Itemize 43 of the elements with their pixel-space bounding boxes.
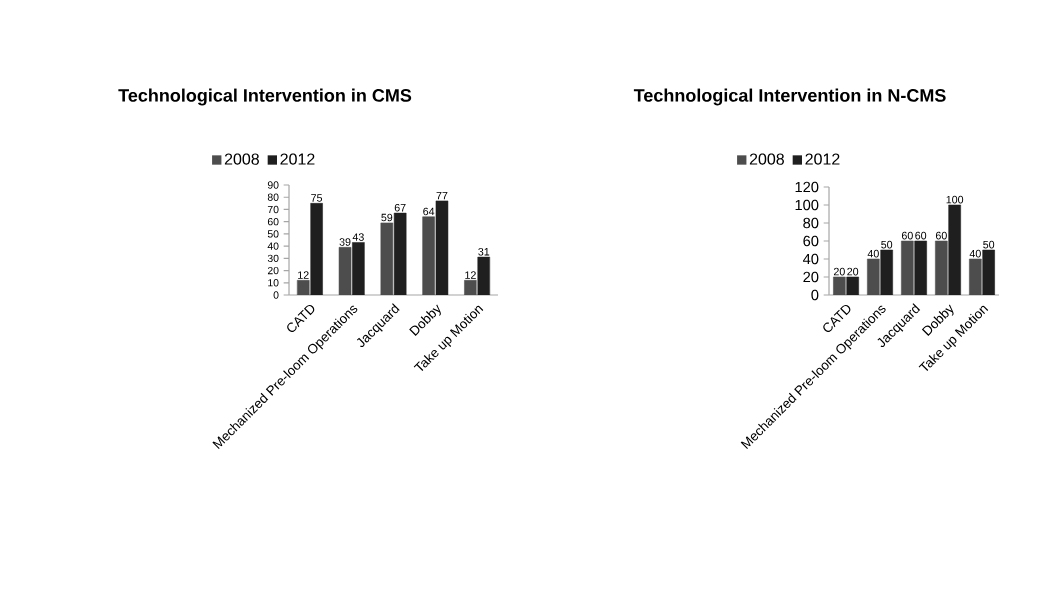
y-tick-label: 40	[267, 242, 279, 250]
y-tick-label: 20	[803, 271, 819, 283]
legend-label: 2008	[749, 153, 784, 165]
legend-label: 2012	[280, 153, 315, 165]
data-label: 59	[381, 213, 393, 222]
y-tick-label: 50	[267, 230, 279, 238]
y-tick-label: 90	[267, 181, 279, 189]
legend-label: 2008	[224, 153, 259, 165]
y-tick-label: 80	[267, 193, 279, 201]
data-label: 60	[935, 231, 947, 240]
data-label: 60	[901, 231, 913, 240]
data-label: 50	[881, 240, 893, 249]
data-label: 31	[478, 247, 490, 256]
y-tick-label: 80	[803, 217, 819, 229]
y-tick-label: 20	[267, 266, 279, 275]
data-label: 75	[311, 194, 323, 202]
chart-title: Technological Intervention in CMS	[118, 88, 412, 106]
y-tick-label: 0	[811, 289, 819, 301]
y-tick-label: 100	[795, 199, 819, 211]
data-label: 77	[436, 191, 448, 200]
y-tick-label: 40	[802, 253, 819, 265]
y-tick-label: 10	[268, 279, 279, 287]
data-label: 39	[339, 238, 351, 246]
data-label: 20	[833, 267, 845, 276]
y-tick-label: 30	[267, 254, 279, 263]
chart-title: Technological Intervention in N-CMS	[633, 88, 946, 106]
data-label: 100	[946, 195, 964, 204]
y-tick-label: 0	[273, 291, 279, 299]
y-tick-label: 60	[803, 235, 819, 247]
y-tick-label: 120	[795, 181, 819, 193]
data-label: 60	[915, 231, 927, 240]
data-label: 40	[969, 249, 981, 258]
data-label: 64	[423, 207, 435, 216]
legend-label: 2012	[805, 153, 840, 165]
data-label: 50	[983, 240, 995, 249]
data-label: 20	[847, 267, 859, 276]
data-label: 43	[352, 233, 364, 241]
y-tick-label: 70	[267, 205, 279, 214]
data-label: 40	[867, 249, 879, 258]
data-label: 67	[394, 203, 406, 212]
y-tick-label: 60	[267, 217, 279, 226]
data-label: 12	[298, 271, 309, 279]
data-label: 12	[465, 271, 476, 279]
